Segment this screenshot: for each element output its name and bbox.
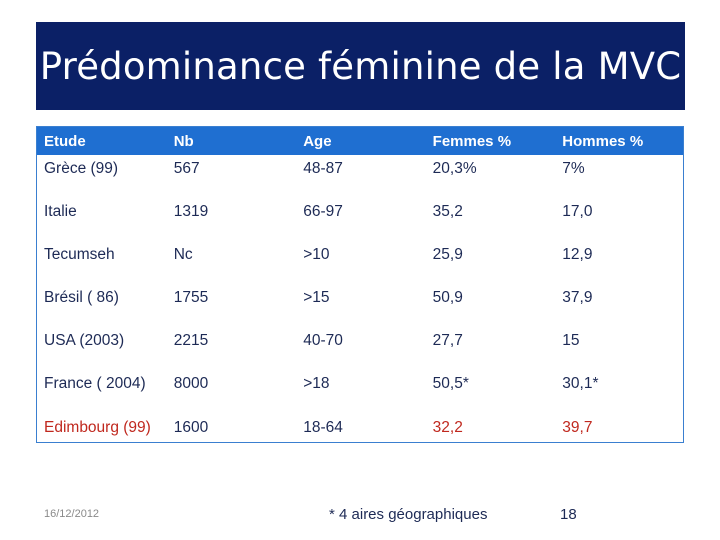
study-table: Etude Nb Age Femmes % Hommes % Grèce (99… <box>36 126 684 443</box>
slide-date: 16/12/2012 <box>44 508 100 520</box>
table-row: Grèce (99) 567 48-87 20,3% 7% <box>37 155 683 190</box>
table-row: Italie 1319 66-97 35,2 17,0 <box>37 190 683 233</box>
cell-hommes: 39,7 <box>562 418 593 436</box>
cell-femmes: 35,2 <box>432 202 463 220</box>
cell-femmes: 20,3% <box>432 160 477 177</box>
cell-etude: Edimbourg (99) <box>44 418 151 436</box>
cell-etude: Italie <box>44 202 77 220</box>
cell-nb: Nc <box>173 245 193 263</box>
table-row: Brésil ( 86) 1755 >15 50,9 37,9 <box>37 276 683 319</box>
cell-nb: 2215 <box>173 332 209 350</box>
header-hommes: Hommes % <box>562 132 644 150</box>
table-header-row: Etude Nb Age Femmes % Hommes % <box>37 127 683 155</box>
cell-age: >10 <box>303 245 330 263</box>
slide-title: Prédominance féminine de la MVC <box>39 44 682 88</box>
cell-age: 40-70 <box>303 332 343 350</box>
cell-etude: Tecumseh <box>44 245 115 263</box>
cell-age: 18-64 <box>303 418 343 436</box>
cell-hommes: 12,9 <box>562 245 593 263</box>
cell-hommes: 37,9 <box>562 288 593 306</box>
cell-femmes: 32,2 <box>432 418 463 436</box>
cell-etude: Brésil ( 86) <box>44 288 119 306</box>
header-femmes: Femmes % <box>432 132 512 150</box>
header-age: Age <box>303 132 332 150</box>
cell-etude: Grèce (99) <box>44 160 119 177</box>
cell-age: >18 <box>303 375 330 393</box>
cell-age: 66-97 <box>303 202 343 220</box>
table-row: France ( 2004) 8000 >18 50,5* 30,1* <box>37 363 683 406</box>
cell-age: 48-87 <box>303 160 343 177</box>
cell-nb: 567 <box>173 160 200 177</box>
cell-femmes: 25,9 <box>432 245 463 263</box>
cell-hommes: 30,1* <box>562 375 599 393</box>
table-row-highlighted: Edimbourg (99) 1600 18-64 32,2 39,7 <box>37 406 683 449</box>
cell-femmes: 50,9 <box>432 288 463 306</box>
cell-nb: 1319 <box>173 202 209 220</box>
table-row: USA (2003) 2215 40-70 27,7 15 <box>37 320 683 363</box>
cell-age: >15 <box>303 288 330 306</box>
footnote: * 4 aires géographiques <box>329 506 488 523</box>
cell-hommes: 15 <box>562 332 580 350</box>
cell-etude: France ( 2004) <box>44 375 146 393</box>
cell-femmes: 27,7 <box>432 332 463 350</box>
title-bar: Prédominance féminine de la MVC <box>36 22 685 110</box>
cell-hommes: 7% <box>562 160 585 177</box>
cell-nb: 1755 <box>173 288 209 306</box>
cell-nb: 1600 <box>173 418 209 436</box>
cell-hommes: 17,0 <box>562 202 593 220</box>
table-row: Tecumseh Nc >10 25,9 12,9 <box>37 233 683 276</box>
header-etude: Etude <box>44 132 86 150</box>
page-number: 18 <box>560 506 577 523</box>
cell-etude: USA (2003) <box>44 332 125 350</box>
header-nb: Nb <box>173 132 194 150</box>
cell-femmes: 50,5* <box>432 375 469 393</box>
cell-nb: 8000 <box>173 375 209 393</box>
